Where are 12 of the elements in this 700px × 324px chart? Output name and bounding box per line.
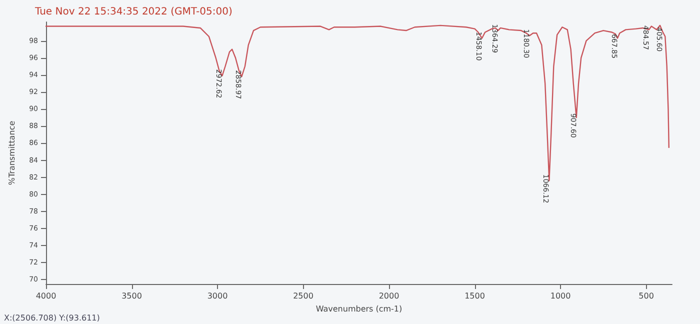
x-tick-label: 500 — [638, 292, 654, 300]
x-tick-label: 1500 — [464, 292, 485, 300]
x-tick-label: 2000 — [378, 292, 400, 300]
text: X:(2506.708) Y:(93.611) — [4, 314, 100, 322]
y-axis-title: %Transmittance — [8, 120, 16, 186]
chart-title: Tue Nov 22 15:34:35 2022 (GMT-05:00) — [34, 6, 232, 18]
x-tick-label: 4000 — [36, 292, 56, 300]
x-tick-label: 1000 — [550, 292, 571, 300]
x-axis-title: Wavenumbers (cm-1) — [316, 304, 402, 314]
x-tick-label: 3000 — [207, 292, 228, 300]
x-tick-label: 3500 — [122, 292, 142, 300]
x-tick-label: 2500 — [293, 292, 314, 300]
